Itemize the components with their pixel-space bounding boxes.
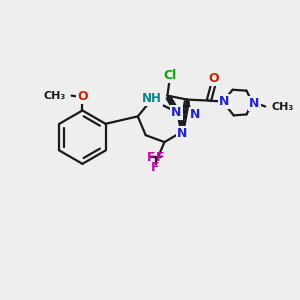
Text: N: N — [190, 108, 200, 121]
Text: CH₃: CH₃ — [271, 103, 293, 112]
Text: Cl: Cl — [164, 69, 177, 82]
Text: N: N — [171, 106, 181, 119]
Text: O: O — [77, 90, 88, 103]
Text: F: F — [156, 152, 165, 164]
Text: F: F — [146, 152, 155, 164]
Text: F: F — [151, 161, 160, 174]
Text: NH: NH — [142, 92, 162, 105]
Text: CH₃: CH₃ — [44, 91, 66, 100]
Text: N: N — [219, 95, 229, 108]
Text: N: N — [177, 127, 188, 140]
Text: O: O — [208, 72, 219, 85]
Text: N: N — [249, 97, 260, 110]
